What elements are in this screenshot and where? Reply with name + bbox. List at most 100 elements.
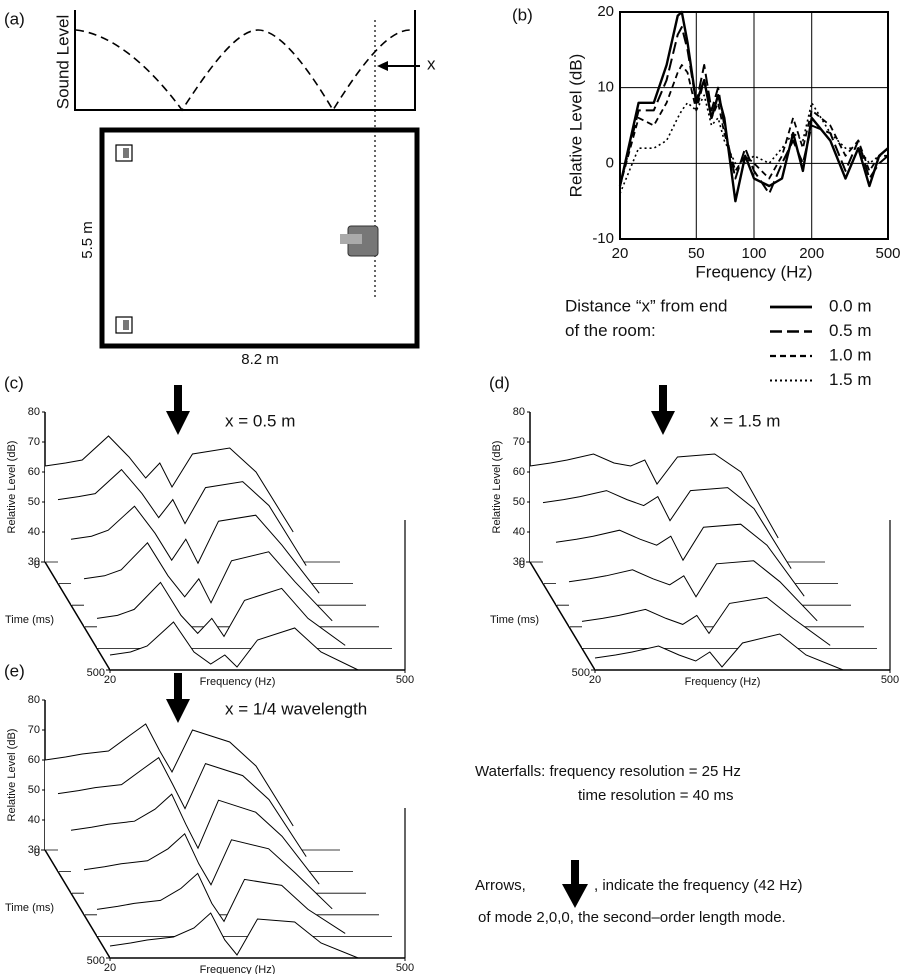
y-tick-label: 40 — [513, 526, 525, 538]
panel-label: (d) — [489, 373, 510, 392]
slice-curve — [83, 541, 333, 622]
legend-label: 1.5 m — [829, 370, 872, 389]
time-tick-label: 500 — [572, 667, 590, 679]
slice-curve — [70, 505, 320, 594]
y-tick-label: 60 — [28, 466, 40, 478]
panel-label: (e) — [4, 661, 25, 680]
y-tick-label: 40 — [28, 814, 40, 826]
slice-curve — [555, 523, 805, 597]
series-line — [619, 26, 889, 195]
x-axis-label: Frequency (Hz) — [695, 262, 812, 281]
x-tick-label: 50 — [688, 245, 705, 262]
y-tick-label: -10 — [592, 230, 614, 247]
sound-level-curve — [75, 29, 411, 112]
y-axis-label: Relative Level (dB) — [6, 441, 18, 534]
y-tick-label: 30 — [28, 844, 40, 856]
time-tick-label: 0 — [519, 559, 525, 571]
slice-fill — [110, 913, 359, 958]
y-tick-label: 30 — [28, 556, 40, 568]
legend-arrowhead — [562, 884, 588, 908]
x-tick-label: 20 — [589, 674, 601, 686]
y-tick-label: 70 — [28, 436, 40, 448]
y-axis-label: Relative Level (dB) — [566, 54, 585, 198]
legend-label: 0.5 m — [829, 321, 872, 340]
x-axis-label: Frequency (Hz) — [200, 964, 276, 974]
time-tick-label: 0 — [34, 559, 40, 571]
slice-curve — [57, 468, 307, 566]
time-axis-label: Time (ms) — [5, 902, 54, 914]
series-line — [619, 94, 888, 194]
note: , indicate the frequency (42 Hz) — [594, 877, 802, 894]
speaker-cone — [123, 320, 129, 330]
legend-arrow — [571, 860, 579, 888]
y-axis-label: Relative Level (dB) — [6, 729, 18, 822]
note: Arrows, — [475, 877, 526, 894]
x-axis-label: Frequency (Hz) — [200, 676, 276, 688]
slice-curve — [529, 453, 779, 539]
time-axis-label: Time (ms) — [490, 614, 539, 626]
room-width: 8.2 m — [241, 351, 279, 368]
marker-arrowhead — [377, 61, 388, 71]
legend-title: of the room: — [565, 321, 656, 340]
slice-curve — [594, 633, 844, 671]
x-axis-label: Frequency (Hz) — [685, 676, 761, 688]
y-tick-label: 60 — [28, 754, 40, 766]
series-line — [618, 10, 889, 203]
legend-label: 1.0 m — [829, 345, 872, 364]
time-tick-label: 500 — [87, 667, 105, 679]
x-tick-label: 500 — [396, 962, 414, 974]
x-tick-label: 500 — [396, 674, 414, 686]
x-tick-label: 20 — [104, 962, 116, 974]
note: time resolution = 40 ms — [578, 787, 734, 804]
slice-curve — [96, 581, 346, 646]
slice-fill — [110, 622, 359, 670]
plot-frame — [619, 11, 889, 240]
y-tick-label: 70 — [28, 724, 40, 736]
y-tick-label: 60 — [513, 466, 525, 478]
slice-curve — [568, 560, 818, 622]
x-tick-label: 200 — [799, 245, 824, 262]
y-tick-label: 50 — [513, 496, 525, 508]
y-tick-label: 0 — [606, 154, 614, 171]
x-tick-label: 20 — [104, 674, 116, 686]
time-tick-label: 500 — [87, 955, 105, 967]
room — [99, 127, 420, 349]
slice-curve — [70, 793, 320, 885]
x-tick-label: 500 — [875, 245, 900, 262]
y-tick-label: 80 — [28, 694, 40, 706]
x-tick-label: 20 — [612, 245, 629, 262]
x-tick-label: 500 — [881, 674, 899, 686]
slice-curve — [44, 435, 294, 533]
slice-curve — [44, 723, 294, 827]
slice-curve — [96, 872, 346, 934]
axis-frame — [74, 10, 416, 111]
panel-label: (c) — [4, 373, 24, 392]
time-axis — [44, 849, 111, 959]
speaker-cone — [123, 148, 129, 158]
y-tick-label: 50 — [28, 784, 40, 796]
time-axis — [529, 561, 596, 671]
time-axis — [44, 561, 111, 671]
slice-fill — [595, 634, 844, 670]
y-tick-label: 40 — [28, 526, 40, 538]
slice-curve — [109, 912, 359, 959]
legend-label: 0.0 m — [829, 296, 872, 315]
slice-curve — [542, 487, 792, 569]
panel-label: (b) — [512, 5, 533, 24]
y-axis-label: Sound Level — [53, 15, 72, 110]
slice-curve — [109, 621, 359, 671]
slice-curve — [83, 832, 333, 910]
annotation: x = 1.5 m — [710, 411, 780, 430]
y-tick-label: 20 — [597, 3, 614, 20]
marker-label: x — [427, 54, 436, 73]
slice-curve — [57, 756, 307, 857]
y-tick-label: 50 — [28, 496, 40, 508]
slice-curve — [581, 596, 831, 646]
y-axis-label: Relative Level (dB) — [491, 441, 503, 534]
legend-title: Distance “x” from end — [565, 296, 728, 315]
frequency-arrow — [165, 673, 190, 723]
time-axis-label: Time (ms) — [5, 614, 54, 626]
room-height: 5.5 m — [79, 221, 96, 259]
annotation: x = 0.5 m — [225, 411, 295, 430]
